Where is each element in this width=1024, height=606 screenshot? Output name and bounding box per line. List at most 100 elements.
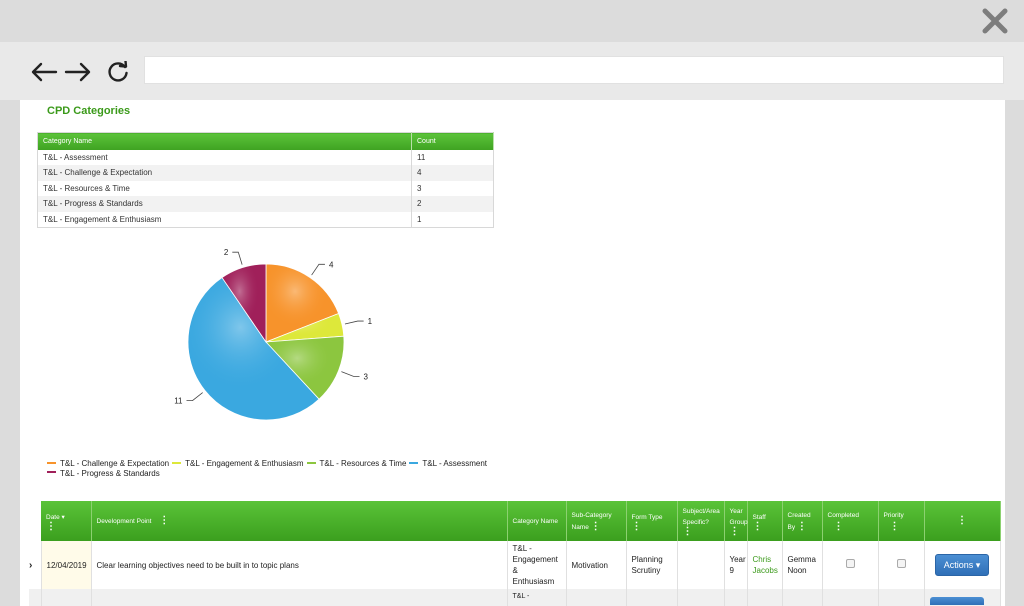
form-type-header[interactable]: Form Type ⋮ <box>626 501 678 541</box>
sub-category-header-label: Sub-Category Name <box>571 511 612 531</box>
table-row: T&L - Challenge & Expectation 4 <box>37 165 494 181</box>
column-menu-icon[interactable]: ⋮ <box>682 526 693 537</box>
url-bar[interactable] <box>144 56 1004 84</box>
column-menu-icon[interactable]: ⋮ <box>729 526 740 537</box>
legend-label: T&L - Engagement & Enthusiasm <box>185 459 304 468</box>
year-group-cell <box>724 589 748 606</box>
created-by-cell <box>782 589 823 606</box>
staff-link[interactable]: Chris Jacobs <box>752 555 778 575</box>
development-points-table: Date ▾ ⋮ Development Point ⋮ Category Na… <box>29 501 1001 606</box>
legend-item[interactable]: T&L - Progress & Standards <box>47 469 160 479</box>
sub-category-header[interactable]: Sub-Category Name ⋮ <box>566 501 627 541</box>
table-row: T&L - Assessment 11 <box>37 149 494 165</box>
completed-header-label: Completed <box>827 511 859 519</box>
category-name-cell: T&L - Engagement & Enthusiasm <box>37 211 412 227</box>
legend-item[interactable]: T&L - Challenge & Expectation <box>47 459 169 469</box>
pie-slice-shine <box>266 336 344 400</box>
count-cell: 1 <box>411 211 494 227</box>
legend-label: T&L - Progress & Standards <box>60 468 160 478</box>
reload-icon[interactable] <box>106 61 130 83</box>
priority-checkbox[interactable] <box>896 559 906 568</box>
priority-cell <box>878 541 925 589</box>
count-cell: 11 <box>411 149 494 165</box>
categories-table-header: Category Name Count <box>37 132 494 150</box>
form-type-cell <box>626 589 678 606</box>
legend-item[interactable]: T&L - Engagement & Enthusiasm <box>172 459 304 469</box>
subject-specific-header[interactable]: Subject/Area Specific? ⋮ <box>677 501 725 541</box>
category-name-header[interactable]: Category Name <box>507 501 567 541</box>
window-titlebar <box>0 0 1024 42</box>
category-name-header[interactable]: Category Name <box>37 132 412 150</box>
date-cell <box>41 589 92 606</box>
subject-specific-header-label: Subject/Area Specific? <box>682 508 720 526</box>
back-arrow-icon[interactable] <box>30 61 58 83</box>
created-by-header-label: Created By <box>787 511 811 531</box>
page-content: CPD Categories Category Name Count T&L -… <box>20 100 1005 606</box>
actions-dropdown-button[interactable]: Actions ▾ <box>935 554 989 576</box>
close-icon[interactable] <box>982 8 1008 34</box>
sub-category-cell: Motivation <box>566 541 627 589</box>
pie-slice-shine <box>266 264 339 342</box>
actions-header[interactable]: ⋮ <box>924 501 1001 541</box>
leader-line <box>311 263 325 276</box>
development-point-header[interactable]: Development Point ⋮ <box>91 501 508 541</box>
completed-header[interactable]: Completed ⋮ <box>822 501 879 541</box>
browser-navbar <box>0 42 1024 100</box>
development-point-cell <box>91 589 508 606</box>
column-menu-icon[interactable]: ⋮ <box>833 520 844 532</box>
column-menu-icon[interactable]: ⋮ <box>957 515 967 526</box>
sub-category-cell <box>566 589 627 606</box>
row-expander[interactable]: › <box>29 541 42 589</box>
actions-dropdown-button[interactable] <box>929 597 984 605</box>
column-menu-icon[interactable]: ⋮ <box>46 520 56 532</box>
legend-swatch <box>306 461 316 464</box>
category-name-cell: T&L - Assessment <box>37 149 412 165</box>
actions-cell <box>924 589 1001 606</box>
chart-legend: T&L - Challenge & Expectation T&L - Engag… <box>47 459 517 478</box>
column-menu-icon[interactable]: ⋮ <box>796 520 807 532</box>
leader-line <box>341 371 360 377</box>
page-title: CPD Categories <box>47 105 131 117</box>
priority-cell <box>878 589 925 606</box>
category-name-cell: T&L - <box>507 589 567 606</box>
created-by-header[interactable]: Created By ⋮ <box>782 501 823 541</box>
column-menu-icon[interactable]: ⋮ <box>590 520 601 532</box>
column-menu-icon[interactable]: ⋮ <box>631 520 642 532</box>
count-cell: 2 <box>411 196 494 212</box>
legend-item[interactable]: T&L - Resources & Time <box>306 459 406 469</box>
column-menu-icon[interactable]: ⋮ <box>752 520 763 532</box>
data-label: 2 <box>224 248 229 257</box>
sort-desc-icon[interactable]: ▾ <box>61 513 65 521</box>
subject-specific-cell <box>677 589 725 606</box>
staff-header[interactable]: Staff ⋮ <box>747 501 783 541</box>
chevron-right-icon[interactable]: › <box>29 559 33 571</box>
column-menu-icon[interactable]: ⋮ <box>889 520 900 532</box>
table-row: T&L - Progress & Standards 2 <box>37 196 494 212</box>
priority-header[interactable]: Priority ⋮ <box>878 501 925 541</box>
column-menu-icon[interactable]: ⋮ <box>159 515 170 526</box>
legend-item[interactable]: T&L - Assessment <box>409 459 487 469</box>
date-header[interactable]: Date ▾ ⋮ <box>41 501 92 541</box>
development-point-cell: Clear learning objectives need to be bui… <box>91 541 508 589</box>
year-group-header[interactable]: Year Group ⋮ <box>724 501 748 541</box>
pie-slice-shine <box>266 313 344 342</box>
legend-swatch <box>409 461 419 464</box>
legend-swatch <box>172 461 182 464</box>
table-header-row: Date ▾ ⋮ Development Point ⋮ Category Na… <box>29 501 1001 541</box>
forward-arrow-icon[interactable] <box>64 61 92 83</box>
created-by-cell: Gemma Noon <box>782 541 823 589</box>
data-label: 3 <box>364 372 369 381</box>
table-row: T&L - Engagement & Enthusiasm 1 <box>37 211 494 227</box>
data-label: 11 <box>174 397 183 406</box>
row-expander[interactable] <box>29 589 42 606</box>
legend-swatch <box>47 461 56 464</box>
category-name-cell: T&L - Challenge & Expectation <box>37 165 412 181</box>
staff-header-label: Staff <box>752 513 766 521</box>
legend-swatch <box>47 471 56 474</box>
count-header[interactable]: Count <box>411 132 494 150</box>
category-name-cell: T&L - Progress & Standards <box>37 196 412 212</box>
expander-header <box>29 501 41 541</box>
table-row: › 12/04/2019 Clear learning objectives n… <box>29 541 1001 589</box>
completed-checkbox[interactable] <box>845 559 855 568</box>
date-cell: 12/04/2019 <box>41 541 92 589</box>
